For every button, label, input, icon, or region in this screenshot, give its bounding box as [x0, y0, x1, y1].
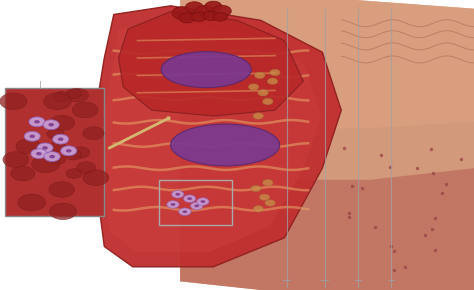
Circle shape: [205, 1, 222, 12]
Circle shape: [11, 166, 35, 181]
Circle shape: [171, 203, 175, 206]
Circle shape: [172, 191, 184, 198]
Circle shape: [66, 88, 89, 102]
Circle shape: [66, 168, 82, 179]
Circle shape: [175, 193, 180, 196]
Ellipse shape: [171, 124, 280, 166]
Circle shape: [36, 145, 53, 155]
Ellipse shape: [161, 52, 251, 88]
Circle shape: [50, 115, 74, 130]
Polygon shape: [95, 6, 341, 267]
Circle shape: [37, 143, 53, 153]
Circle shape: [203, 11, 219, 21]
Circle shape: [53, 134, 69, 144]
Circle shape: [194, 204, 199, 207]
Circle shape: [0, 93, 27, 110]
Circle shape: [72, 102, 98, 118]
Circle shape: [263, 180, 273, 186]
Circle shape: [167, 201, 179, 208]
Circle shape: [77, 162, 95, 173]
Circle shape: [61, 146, 77, 156]
Circle shape: [65, 150, 82, 160]
Circle shape: [270, 69, 280, 76]
Circle shape: [44, 152, 60, 162]
Circle shape: [34, 120, 40, 124]
Circle shape: [50, 142, 65, 151]
Circle shape: [29, 135, 35, 138]
Circle shape: [49, 155, 55, 158]
Circle shape: [213, 12, 228, 21]
Circle shape: [51, 155, 66, 164]
Circle shape: [47, 128, 64, 139]
Circle shape: [185, 2, 203, 13]
Polygon shape: [118, 12, 303, 116]
Circle shape: [259, 194, 270, 200]
Circle shape: [49, 182, 74, 197]
Circle shape: [31, 149, 47, 159]
Circle shape: [44, 93, 71, 110]
Circle shape: [29, 117, 45, 127]
Circle shape: [43, 120, 59, 130]
Circle shape: [42, 146, 48, 150]
Bar: [159, 180, 232, 225]
Circle shape: [66, 149, 72, 153]
Circle shape: [212, 5, 231, 17]
Circle shape: [48, 123, 54, 126]
Circle shape: [58, 137, 64, 141]
Bar: [5, 88, 104, 216]
Circle shape: [179, 13, 195, 23]
Circle shape: [248, 84, 259, 90]
Circle shape: [183, 195, 196, 202]
Circle shape: [83, 170, 109, 186]
Circle shape: [36, 152, 42, 155]
Circle shape: [172, 7, 193, 19]
Circle shape: [179, 208, 191, 215]
Circle shape: [201, 200, 205, 203]
Circle shape: [32, 156, 60, 173]
Polygon shape: [104, 20, 322, 252]
Circle shape: [53, 92, 70, 102]
Circle shape: [195, 6, 215, 18]
Circle shape: [187, 197, 192, 200]
Circle shape: [191, 12, 207, 21]
Circle shape: [66, 89, 82, 98]
Circle shape: [24, 131, 40, 141]
Circle shape: [251, 185, 261, 192]
Circle shape: [83, 127, 104, 140]
Circle shape: [255, 72, 265, 79]
Polygon shape: [180, 168, 474, 290]
Circle shape: [72, 147, 90, 158]
Circle shape: [258, 90, 268, 96]
Circle shape: [267, 78, 278, 84]
Circle shape: [16, 139, 41, 154]
Circle shape: [49, 203, 77, 220]
Circle shape: [253, 113, 264, 119]
Circle shape: [263, 98, 273, 105]
Circle shape: [18, 194, 46, 211]
Circle shape: [197, 198, 209, 205]
Circle shape: [191, 202, 203, 210]
Circle shape: [3, 152, 29, 168]
Circle shape: [265, 200, 275, 206]
Circle shape: [182, 210, 187, 213]
Circle shape: [253, 206, 264, 212]
Polygon shape: [180, 0, 474, 290]
Polygon shape: [180, 0, 474, 130]
